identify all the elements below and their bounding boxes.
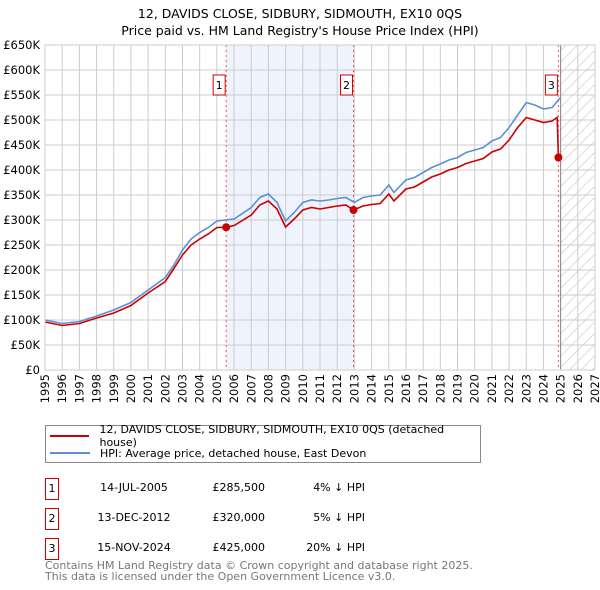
y-tick-label: £600K bbox=[3, 63, 40, 77]
sale-point bbox=[349, 206, 358, 214]
x-tick-label: 2014 bbox=[365, 374, 379, 403]
y-tick-label: £0 bbox=[25, 363, 40, 377]
x-tick-label: 2011 bbox=[313, 374, 327, 403]
y-tick-label: £100K bbox=[3, 313, 40, 327]
sale-label: 1 bbox=[216, 79, 223, 92]
x-tick-label: 2024 bbox=[536, 374, 550, 403]
sale-badge: 3 bbox=[45, 538, 59, 560]
sale-point bbox=[222, 223, 231, 232]
sale-date: 14-JUL-2005 bbox=[100, 481, 168, 494]
sale-label-box bbox=[544, 74, 558, 96]
x-tick-label: 2010 bbox=[296, 374, 310, 403]
legend-label-property: 12, DAVIDS CLOSE, SIDBURY, SIDMOUTH, EX1… bbox=[99, 423, 445, 449]
property-price-line bbox=[44, 116, 562, 327]
y-tick-label: £400K bbox=[3, 163, 40, 177]
legend-item-hpi: HPI: Average price, detached house, East… bbox=[50, 445, 366, 461]
legend-swatch-hpi bbox=[50, 452, 90, 454]
sale-price: £320,000 bbox=[212, 511, 266, 524]
legend-item-property: 12, DAVIDS CLOSE, SIDBURY, SIDMOUTH, EX1… bbox=[50, 423, 480, 449]
footer-licence: This data is licensed under the Open Gov… bbox=[45, 570, 396, 583]
x-tick-label: 2018 bbox=[433, 374, 447, 403]
chart-title: 12, DAVIDS CLOSE, SIDBURY, SIDMOUTH, EX1… bbox=[138, 6, 462, 21]
legend: 12, DAVIDS CLOSE, SIDBURY, SIDMOUTH, EX1… bbox=[45, 423, 481, 463]
x-tick-label: 2027 bbox=[588, 374, 600, 403]
sale-badge: 2 bbox=[45, 508, 59, 530]
footer-copyright: Contains HM Land Registry data © Crown c… bbox=[45, 559, 473, 572]
x-tick-label: 2005 bbox=[210, 374, 224, 403]
x-tick-label: 2026 bbox=[571, 374, 585, 403]
y-tick-label: £650K bbox=[3, 38, 40, 52]
x-tick-label: 2000 bbox=[124, 374, 138, 403]
y-tick-label: £200K bbox=[3, 263, 40, 277]
x-tick-label: 2016 bbox=[399, 374, 413, 403]
x-tick-label: 1995 bbox=[38, 374, 52, 403]
sale-label: 2 bbox=[343, 79, 350, 92]
y-tick-label: £550K bbox=[3, 88, 40, 102]
y-tick-label: £500K bbox=[3, 113, 40, 127]
x-tick-label: 1997 bbox=[72, 374, 86, 403]
sale-hpi-diff: 5% ↓ HPI bbox=[313, 511, 365, 524]
x-tick-label: 1998 bbox=[90, 374, 104, 403]
footer: Contains HM Land Registry data © Crown c… bbox=[45, 560, 473, 582]
chart-subtitle: Price paid vs. HM Land Registry's House … bbox=[121, 23, 478, 38]
sale-row: 2 13-DEC-2012 £320,000 5% ↓ HPI bbox=[45, 508, 445, 530]
sale-row: 3 15-NOV-2024 £425,000 20% ↓ HPI bbox=[45, 538, 445, 560]
sale-hpi-diff: 20% ↓ HPI bbox=[306, 541, 365, 554]
x-tick-label: 1996 bbox=[55, 374, 69, 403]
sale-price: £285,500 bbox=[212, 481, 266, 494]
x-tick-label: 2002 bbox=[158, 374, 172, 403]
x-tick-label: 2008 bbox=[261, 374, 275, 403]
sale-label-box bbox=[212, 74, 226, 96]
x-tick-label: 2007 bbox=[244, 374, 258, 403]
x-tick-label: 2025 bbox=[554, 374, 568, 403]
x-tick-label: 2012 bbox=[330, 374, 344, 403]
x-tick-label: 1999 bbox=[107, 374, 121, 403]
y-tick-label: £300K bbox=[3, 213, 40, 227]
x-tick-label: 2013 bbox=[347, 374, 361, 403]
x-tick-label: 2003 bbox=[176, 374, 190, 403]
y-tick-label: £150K bbox=[3, 288, 40, 302]
sale-date: 13-DEC-2012 bbox=[97, 511, 171, 524]
x-tick-label: 2017 bbox=[416, 374, 430, 403]
x-tick-label: 2023 bbox=[519, 374, 533, 403]
x-tick-label: 2001 bbox=[141, 374, 155, 403]
x-tick-label: 2006 bbox=[227, 374, 241, 403]
sale-label: 3 bbox=[548, 79, 555, 92]
y-tick-label: £50K bbox=[11, 338, 41, 352]
x-tick-label: 2019 bbox=[451, 374, 465, 403]
shaded-region bbox=[226, 45, 354, 370]
y-tick-label: £350K bbox=[3, 188, 40, 202]
y-tick-label: £450K bbox=[3, 138, 40, 152]
legend-swatch-property bbox=[50, 435, 90, 437]
x-tick-label: 2020 bbox=[468, 374, 482, 403]
sale-label-box bbox=[340, 74, 354, 96]
x-tick-label: 2009 bbox=[279, 374, 293, 403]
legend-label-hpi: HPI: Average price, detached house, East… bbox=[100, 446, 367, 460]
sale-price: £425,000 bbox=[212, 541, 266, 554]
x-tick-label: 2015 bbox=[382, 374, 396, 403]
sale-row: 1 14-JUL-2005 £285,500 4% ↓ HPI bbox=[45, 478, 445, 500]
price-chart: 12, DAVIDS CLOSE, SIDBURY, SIDMOUTH, EX1… bbox=[3, 6, 600, 403]
sale-badge: 1 bbox=[45, 478, 59, 500]
x-tick-label: 2022 bbox=[502, 374, 516, 403]
hpi-line bbox=[44, 96, 562, 325]
sale-point bbox=[554, 153, 563, 162]
plot-border bbox=[44, 44, 596, 371]
y-tick-label: £250K bbox=[3, 238, 40, 252]
x-tick-label: 2021 bbox=[485, 374, 499, 403]
sale-hpi-diff: 4% ↓ HPI bbox=[313, 481, 365, 494]
x-tick-label: 2004 bbox=[193, 374, 207, 403]
sale-date: 15-NOV-2024 bbox=[97, 541, 171, 554]
